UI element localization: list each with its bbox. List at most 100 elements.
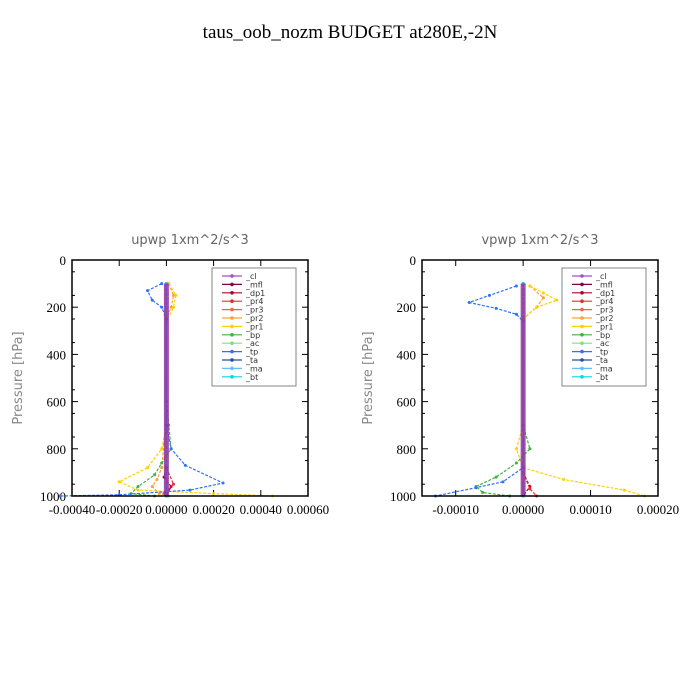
series-point <box>541 296 545 300</box>
series-point <box>541 291 545 295</box>
legend-marker <box>230 341 234 346</box>
series-line-pr2 <box>522 285 545 496</box>
series-point <box>153 473 157 477</box>
series-point <box>150 485 154 489</box>
series-point <box>146 466 150 470</box>
legend-marker <box>230 274 234 278</box>
legend-marker <box>580 358 584 362</box>
series-point <box>481 490 485 494</box>
y-tick-label: 200 <box>397 300 417 315</box>
legend-marker <box>230 316 234 320</box>
page-title: taus_oob_nozm BUDGET at280E,-2N <box>202 22 498 43</box>
legend-label: _mfl <box>595 280 613 289</box>
legend: _cl_mfl_dp1_pr4_pr3_pr2_pr1_bp_ac_tp_ta_… <box>211 267 297 387</box>
legend-marker <box>580 299 584 304</box>
legend-marker <box>580 274 584 278</box>
legend-label: _pr2 <box>595 314 613 323</box>
legend-label: _bt <box>245 373 258 382</box>
series-point <box>136 488 140 492</box>
series-point <box>171 293 175 297</box>
series-point <box>188 488 192 492</box>
x-tick-label: -0.00040 <box>49 502 96 517</box>
legend-label: _pr4 <box>595 297 613 306</box>
series-point <box>169 305 173 309</box>
series-point <box>183 463 187 467</box>
y-tick-label: 800 <box>397 442 417 457</box>
legend-marker <box>580 341 584 346</box>
legend-label: _pr3 <box>595 306 613 315</box>
series-line-pr4 <box>522 283 538 497</box>
legend-label: _ac <box>245 339 259 348</box>
legend-marker <box>580 324 584 329</box>
legend-marker <box>230 324 234 329</box>
legend-marker <box>580 375 584 379</box>
series-point <box>136 485 140 489</box>
series-point <box>171 305 175 309</box>
legend-label: _tp <box>595 348 608 357</box>
series-line-pr2 <box>151 283 175 497</box>
series-point <box>169 447 173 451</box>
legend-label: _cl <box>595 272 607 281</box>
legend-label: _ma <box>595 364 613 373</box>
zero-profile-bar <box>520 283 526 496</box>
series-point <box>174 293 178 297</box>
legend-label: _dp1 <box>595 289 615 298</box>
legend-label: _pr2 <box>245 314 263 323</box>
legend-marker <box>230 358 234 362</box>
y-tick-label: 600 <box>397 395 417 410</box>
x-tick-label: 0.00020 <box>192 502 234 517</box>
plot-frame <box>71 259 309 497</box>
series-line-tp <box>435 285 524 497</box>
y-tick-label: 200 <box>47 300 67 315</box>
series-point <box>555 298 559 302</box>
legend-label: _ma <box>245 364 263 373</box>
legend-label: _pr1 <box>595 322 613 331</box>
legend-label: _mfl <box>245 280 263 289</box>
series-point <box>58 494 62 498</box>
series-point <box>528 487 532 491</box>
series-point <box>501 480 505 484</box>
y-axis-label: Pressure [hPa] <box>361 331 376 424</box>
y-tick-label: 1000 <box>40 489 66 504</box>
series-point <box>160 447 164 451</box>
legend-marker <box>230 282 234 287</box>
chart-subtitle: vpwp 1xm^2/s^3 <box>481 233 598 248</box>
legend-label: _ta <box>245 356 258 365</box>
y-axis-label: Pressure [hPa] <box>11 331 26 424</box>
legend-marker <box>580 333 584 337</box>
series-point <box>150 298 154 302</box>
legend-marker <box>580 282 584 287</box>
legend-marker <box>580 349 584 354</box>
series-point <box>494 475 498 479</box>
x-tick-label: 0.00040 <box>240 502 282 517</box>
y-tick-label: 400 <box>47 347 67 362</box>
legend-label: _cl <box>245 272 257 281</box>
y-tick-label: 1000 <box>390 489 416 504</box>
series-point <box>528 447 532 451</box>
series-point <box>514 447 518 451</box>
series-point <box>221 481 225 485</box>
chart-subtitle: upwp 1xm^2/s^3 <box>131 233 249 248</box>
series-point <box>535 305 539 309</box>
x-tick-label: -0.00010 <box>432 502 479 517</box>
y-tick-label: 0 <box>60 253 67 268</box>
x-tick-label: 0.00060 <box>287 502 329 517</box>
legend-marker <box>230 333 234 337</box>
series-point <box>160 461 164 465</box>
series-point <box>157 492 161 496</box>
y-tick-label: 0 <box>410 253 417 268</box>
legend-label: _bp <box>595 331 610 340</box>
y-tick-label: 800 <box>47 442 67 457</box>
series-point <box>146 289 150 293</box>
series-point <box>528 284 532 288</box>
series-point <box>160 282 164 286</box>
x-tick-label: 0.00000 <box>145 502 187 517</box>
series-point <box>514 312 518 316</box>
legend-marker <box>230 307 234 312</box>
chart-panel-1: upwp 1xm^2/s^3 Pressure [hPa] 0 200 400 600 80… <box>11 233 329 517</box>
x-tick-label: -0.00020 <box>96 502 143 517</box>
series-point <box>160 305 164 309</box>
legend-label: _pr3 <box>245 306 263 315</box>
legend: _cl_mfl_dp1_pr4_pr3_pr2_pr1_bp_ac_tp_ta_… <box>561 267 647 387</box>
series-point <box>160 466 164 470</box>
